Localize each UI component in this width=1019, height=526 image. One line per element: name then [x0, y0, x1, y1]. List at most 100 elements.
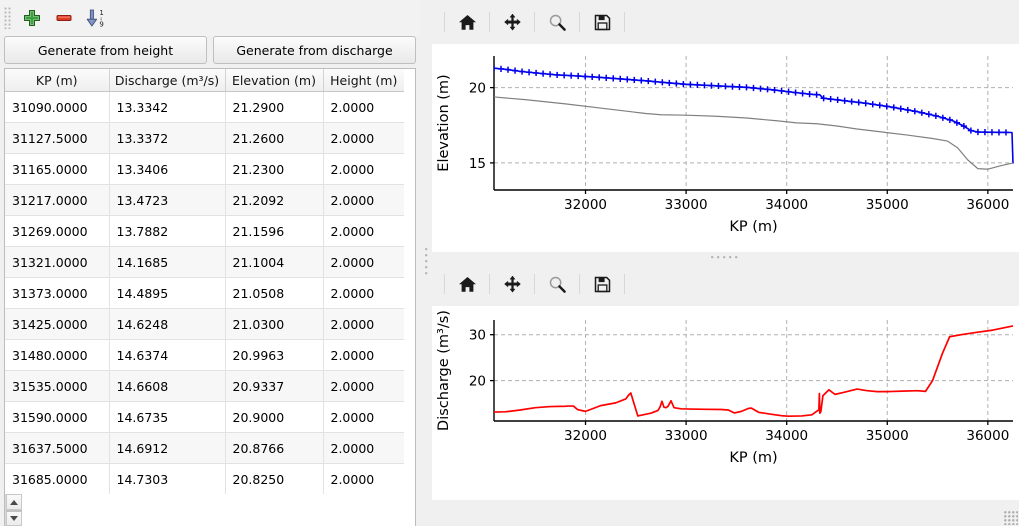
charts-panel: 32000 33000 34000 35000 36000 15 20 KP (m) Eleva… [432, 0, 1019, 526]
table-row[interactable]: 31535.0000 14.6608 20.9337 2.0000 [5, 370, 404, 402]
cell-elevation[interactable]: 20.9337 [225, 370, 324, 402]
pan-icon[interactable] [495, 267, 529, 301]
column-header-kp[interactable]: KP (m) [5, 69, 110, 92]
cell-discharge[interactable]: 13.3372 [109, 122, 226, 154]
table-row[interactable]: 31321.0000 14.1685 21.1004 2.0000 [5, 246, 404, 278]
table-row[interactable]: 31373.0000 14.4895 21.0508 2.0000 [5, 277, 404, 309]
splitter-grip [424, 248, 428, 278]
cell-discharge[interactable]: 14.6608 [109, 370, 226, 402]
cell-height[interactable]: 2.0000 [323, 432, 404, 464]
cell-elevation[interactable]: 21.2600 [225, 122, 324, 154]
generate-from-height-button[interactable]: Generate from height [4, 36, 207, 64]
data-table: KP (m) Discharge (m³/s) Elevation (m) He… [5, 69, 404, 494]
cell-discharge[interactable]: 13.3406 [109, 153, 226, 185]
table-row[interactable]: 31090.0000 13.3342 21.2900 2.0000 [5, 91, 404, 123]
cell-discharge[interactable]: 14.1685 [109, 246, 226, 278]
table-row[interactable]: 31165.0000 13.3406 21.2300 2.0000 [5, 153, 404, 185]
zoom-icon[interactable] [540, 5, 574, 39]
cell-discharge[interactable]: 14.6735 [109, 401, 226, 433]
table-row[interactable]: 31425.0000 14.6248 21.0300 2.0000 [5, 308, 404, 340]
tick-label-y: 15 [469, 156, 486, 172]
cell-elevation[interactable]: 21.1596 [225, 215, 324, 247]
cell-elevation[interactable]: 20.8766 [225, 432, 324, 464]
remove-row-icon[interactable] [48, 3, 80, 33]
scroll-down-arrow[interactable] [6, 510, 22, 526]
cell-height[interactable]: 2.0000 [323, 308, 404, 340]
cell-height[interactable]: 2.0000 [323, 215, 404, 247]
scroll-up-arrow[interactable] [6, 494, 22, 510]
cell-elevation[interactable]: 20.9000 [225, 401, 324, 433]
toolbar-separator [444, 274, 445, 294]
table-row[interactable]: 31269.0000 13.7882 21.1596 2.0000 [5, 215, 404, 247]
cell-elevation[interactable]: 21.0300 [225, 308, 324, 340]
cell-elevation[interactable]: 21.1004 [225, 246, 324, 278]
cell-kp[interactable]: 31637.5000 [5, 432, 110, 464]
cell-discharge[interactable]: 13.4723 [109, 184, 226, 216]
vertical-splitter[interactable] [420, 0, 432, 526]
cell-discharge[interactable]: 14.6248 [109, 308, 226, 340]
cell-elevation[interactable]: 21.0508 [225, 277, 324, 309]
toolbar-separator [534, 12, 535, 32]
table-vertical-scrollbar[interactable] [5, 494, 22, 526]
cell-height[interactable]: 2.0000 [323, 277, 404, 309]
cell-height[interactable]: 2.0000 [323, 463, 404, 494]
table-row[interactable]: 31127.5000 13.3372 21.2600 2.0000 [5, 122, 404, 154]
cell-elevation[interactable]: 20.9963 [225, 339, 324, 371]
cell-discharge[interactable]: 14.6374 [109, 339, 226, 371]
toolbar-drag-handle[interactable] [4, 7, 11, 29]
tick-label-x: 33000 [665, 197, 708, 213]
column-header-discharge[interactable]: Discharge (m³/s) [109, 69, 226, 92]
cell-height[interactable]: 2.0000 [323, 122, 404, 154]
save-icon[interactable] [585, 5, 619, 39]
cell-discharge[interactable]: 13.3342 [109, 91, 226, 123]
cell-kp[interactable]: 31269.0000 [5, 215, 110, 247]
cell-elevation[interactable]: 21.2300 [225, 153, 324, 185]
home-icon[interactable] [450, 5, 484, 39]
cell-kp[interactable]: 31535.0000 [5, 370, 110, 402]
column-header-elevation[interactable]: Elevation (m) [225, 69, 324, 92]
cell-kp[interactable]: 31321.0000 [5, 246, 110, 278]
cell-discharge[interactable]: 14.6912 [109, 432, 226, 464]
cell-elevation[interactable]: 20.8250 [225, 463, 324, 494]
cell-kp[interactable]: 31165.0000 [5, 153, 110, 185]
cell-height[interactable]: 2.0000 [323, 184, 404, 216]
cell-kp[interactable]: 31425.0000 [5, 308, 110, 340]
sort-ascending-icon[interactable]: 1 9 [80, 3, 112, 33]
cell-discharge[interactable]: 14.4895 [109, 277, 226, 309]
zoom-icon[interactable] [540, 267, 574, 301]
svg-text:9: 9 [99, 20, 103, 28]
cell-height[interactable]: 2.0000 [323, 370, 404, 402]
toolbar-separator [444, 12, 445, 32]
cell-kp[interactable]: 31373.0000 [5, 277, 110, 309]
column-header-height[interactable]: Height (m) [323, 69, 404, 92]
cell-discharge[interactable]: 13.7882 [109, 215, 226, 247]
horizontal-splitter[interactable] [432, 252, 1019, 262]
cell-kp[interactable]: 31090.0000 [5, 91, 110, 123]
table-row[interactable]: 31685.0000 14.7303 20.8250 2.0000 [5, 463, 404, 494]
discharge-chart-canvas[interactable]: 32000 33000 34000 35000 36000 20 30 KP (m) Disch… [432, 306, 1019, 500]
generate-from-discharge-button[interactable]: Generate from discharge [213, 36, 416, 64]
cell-discharge[interactable]: 14.7303 [109, 463, 226, 494]
cell-height[interactable]: 2.0000 [323, 246, 404, 278]
cell-height[interactable]: 2.0000 [323, 153, 404, 185]
cell-elevation[interactable]: 21.2092 [225, 184, 324, 216]
save-icon[interactable] [585, 267, 619, 301]
home-icon[interactable] [450, 267, 484, 301]
cell-kp[interactable]: 31217.0000 [5, 184, 110, 216]
cell-height[interactable]: 2.0000 [323, 401, 404, 433]
add-row-icon[interactable] [16, 3, 48, 33]
cell-kp[interactable]: 31127.5000 [5, 122, 110, 154]
cell-kp[interactable]: 31685.0000 [5, 463, 110, 494]
cell-kp[interactable]: 31590.0000 [5, 401, 110, 433]
cell-elevation[interactable]: 21.2900 [225, 91, 324, 123]
table-row[interactable]: 31637.5000 14.6912 20.8766 2.0000 [5, 432, 404, 464]
cell-height[interactable]: 2.0000 [323, 91, 404, 123]
scrollbar-thumb[interactable] [6, 510, 22, 512]
cell-height[interactable]: 2.0000 [323, 339, 404, 371]
cell-kp[interactable]: 31480.0000 [5, 339, 110, 371]
elevation-chart-canvas[interactable]: 32000 33000 34000 35000 36000 15 20 KP (m) Eleva… [432, 44, 1019, 252]
table-row[interactable]: 31480.0000 14.6374 20.9963 2.0000 [5, 339, 404, 371]
table-row[interactable]: 31590.0000 14.6735 20.9000 2.0000 [5, 401, 404, 433]
pan-icon[interactable] [495, 5, 529, 39]
table-row[interactable]: 31217.0000 13.4723 21.2092 2.0000 [5, 184, 404, 216]
